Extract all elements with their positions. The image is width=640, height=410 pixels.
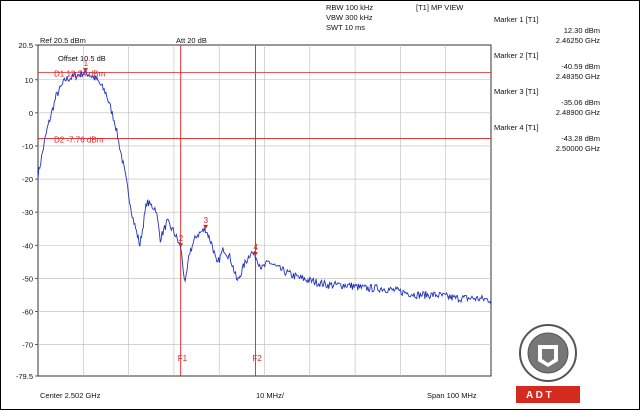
marker-3-symbol <box>203 224 209 229</box>
frequency-line-label-F2: F2 <box>252 354 262 363</box>
marker-2-label: 2 <box>179 234 184 243</box>
frequency-per-division: 10 MHz/ <box>256 391 284 400</box>
marker-labels: 1 2 3 4 <box>83 59 258 257</box>
y-tick-label: -70 <box>22 341 33 350</box>
display-lines: D1 12.24 dBm D2 -7.76 dBm <box>38 69 491 145</box>
reference-level: Ref 20.5 dBm <box>40 36 86 45</box>
y-tick-label: 10 <box>25 76 33 85</box>
marker-3-title: Marker 3 [T1] <box>494 87 539 96</box>
y-axis-tick-labels: 20.5 10 0 -10 -20 -30 -40 -50 -60 -70 -79.5 <box>16 41 33 381</box>
marker-1-level: 12.30 dBm <box>563 26 600 35</box>
frequency-line-label-F1: F1 <box>178 354 188 363</box>
marker-3-freq: 2.48900 GHz <box>555 108 600 117</box>
y-tick-label: -10 <box>22 142 33 151</box>
marker-1-symbol <box>83 68 89 73</box>
marker-4-level: -43.28 dBm <box>561 134 600 143</box>
attenuation: Att 20 dB <box>176 36 207 45</box>
marker-2-symbol <box>178 243 184 248</box>
display-line-label-2: D2 -7.76 dBm <box>54 136 104 145</box>
spectrum-trace <box>37 67 492 304</box>
display-line-label-1: D1 12.24 dBm <box>54 69 105 78</box>
marker-3-label: 3 <box>204 216 209 225</box>
y-tick-label: 20.5 <box>18 41 33 50</box>
vbw-setting: VBW 300 kHz <box>326 13 373 22</box>
marker-1-title: Marker 1 [T1] <box>494 15 539 24</box>
marker-3-level: -35.06 dBm <box>561 98 600 107</box>
y-tick-label: -50 <box>22 274 33 283</box>
marker-4-title: Marker 4 [T1] <box>494 123 539 132</box>
center-frequency: Center 2.502 GHz <box>40 391 101 400</box>
marker-4-freq: 2.50000 GHz <box>555 144 600 153</box>
frequency-lines: F1 F2 <box>178 45 262 376</box>
y-tick-label: -40 <box>22 241 33 250</box>
offset-label: Offset 10.5 dB <box>58 54 106 63</box>
rbw-setting: RBW 100 kHz <box>326 3 374 12</box>
y-tick-label: -30 <box>22 208 33 217</box>
bureau-veritas-logo: A D T <box>516 324 580 403</box>
frequency-span: Span 100 MHz <box>427 391 477 400</box>
sweep-time: SWT 10 ms <box>326 23 366 32</box>
marker-1-freq: 2.46250 GHz <box>555 36 600 45</box>
y-tick-label: -60 <box>22 307 33 316</box>
y-tick-label: -79.5 <box>16 372 33 381</box>
y-tick-label: -20 <box>22 175 33 184</box>
trace-view-mode: [T1] MP VIEW <box>416 3 464 12</box>
marker-1-label: 1 <box>84 59 89 68</box>
marker-2-title: Marker 2 [T1] <box>494 51 539 60</box>
logo-brand-text: A D T <box>526 390 552 401</box>
marker-2-level: -40.59 dBm <box>561 62 600 71</box>
marker-2-freq: 2.48350 GHz <box>555 72 600 81</box>
marker-4-label: 4 <box>253 243 258 252</box>
marker-4-symbol <box>252 252 258 257</box>
y-tick-label: 0 <box>29 109 33 118</box>
plot-grid <box>35 44 492 377</box>
